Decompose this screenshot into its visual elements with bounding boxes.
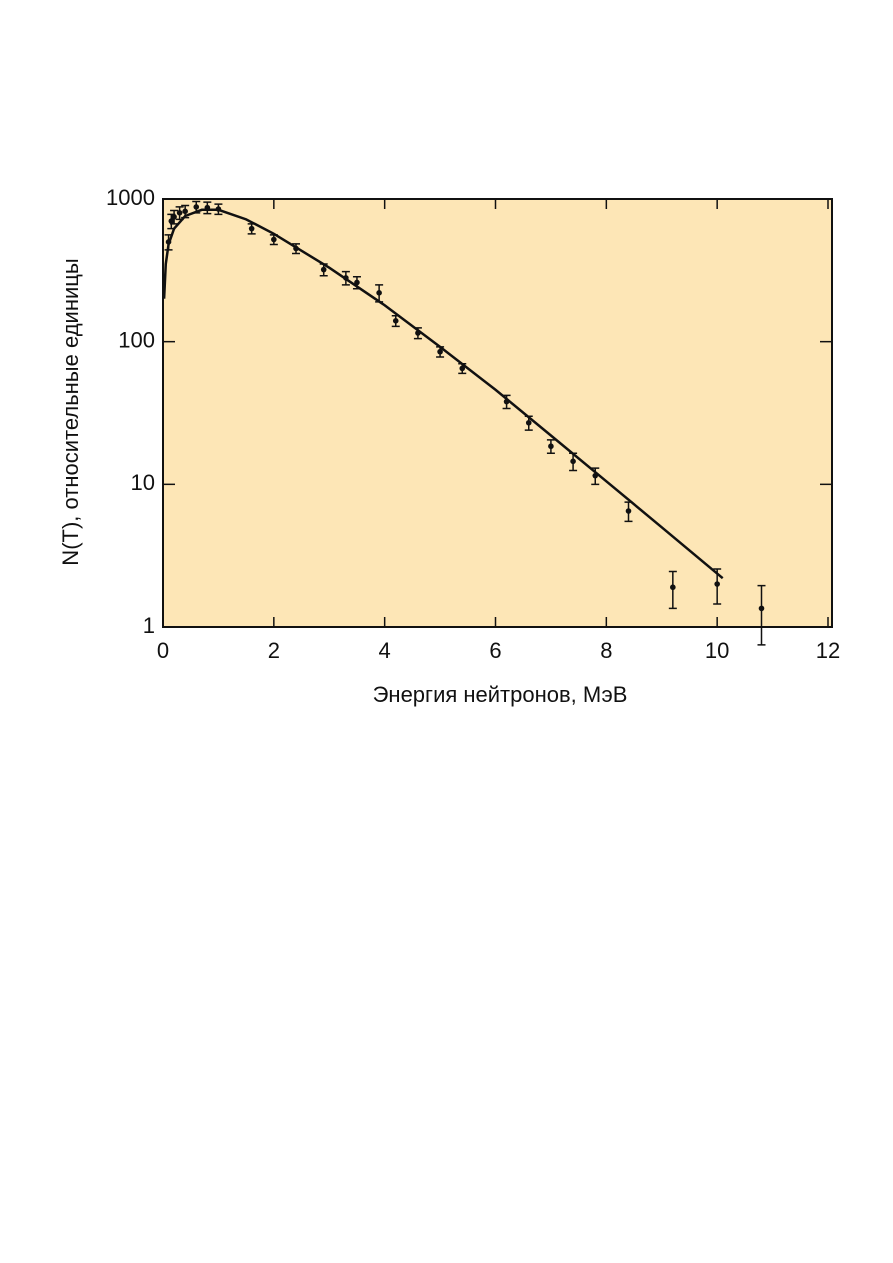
data-point [392, 318, 399, 324]
y-tick-label: 100 [118, 327, 155, 352]
data-point [670, 584, 676, 591]
data-point [215, 206, 222, 212]
data-point [271, 236, 277, 243]
x-tick-label: 2 [268, 638, 280, 663]
data-point [758, 605, 765, 612]
data-point [182, 208, 188, 215]
x-tick-label: 4 [379, 638, 391, 663]
data-point [293, 245, 299, 252]
data-point [193, 204, 200, 210]
data-point [171, 214, 177, 220]
y-axis-label: N(T), относительные единицы [58, 258, 83, 565]
data-point [548, 443, 554, 450]
data-point [320, 266, 327, 273]
data-point [165, 239, 172, 245]
data-point [376, 290, 382, 296]
fit-line [162, 208, 724, 580]
x-tick-label: 12 [816, 638, 840, 663]
y-tick-label: 1 [143, 613, 155, 638]
error-bar [757, 584, 766, 646]
data-point [437, 348, 443, 355]
x-tick-label: 8 [600, 638, 612, 663]
x-tick-label: 0 [157, 638, 169, 663]
x-axis-label: Энергия нейтронов, МэВ [373, 682, 628, 707]
data-point [570, 458, 576, 465]
data-point [343, 275, 349, 281]
data-point [714, 581, 720, 587]
data-point [204, 204, 211, 211]
data-point [354, 279, 360, 286]
data-point [248, 225, 255, 232]
plot-area [162, 198, 833, 628]
data-point [415, 330, 421, 336]
data-point [168, 218, 175, 224]
data-point [592, 472, 599, 479]
x-tick-label: 6 [489, 638, 501, 663]
y-tick-label: 1000 [106, 185, 155, 210]
data-point [503, 398, 510, 405]
data-point [625, 508, 632, 514]
x-tick-label: 10 [705, 638, 729, 663]
data-point [176, 210, 183, 216]
y-tick-label: 10 [131, 470, 155, 495]
data-point [459, 365, 466, 372]
data-point [525, 419, 532, 426]
